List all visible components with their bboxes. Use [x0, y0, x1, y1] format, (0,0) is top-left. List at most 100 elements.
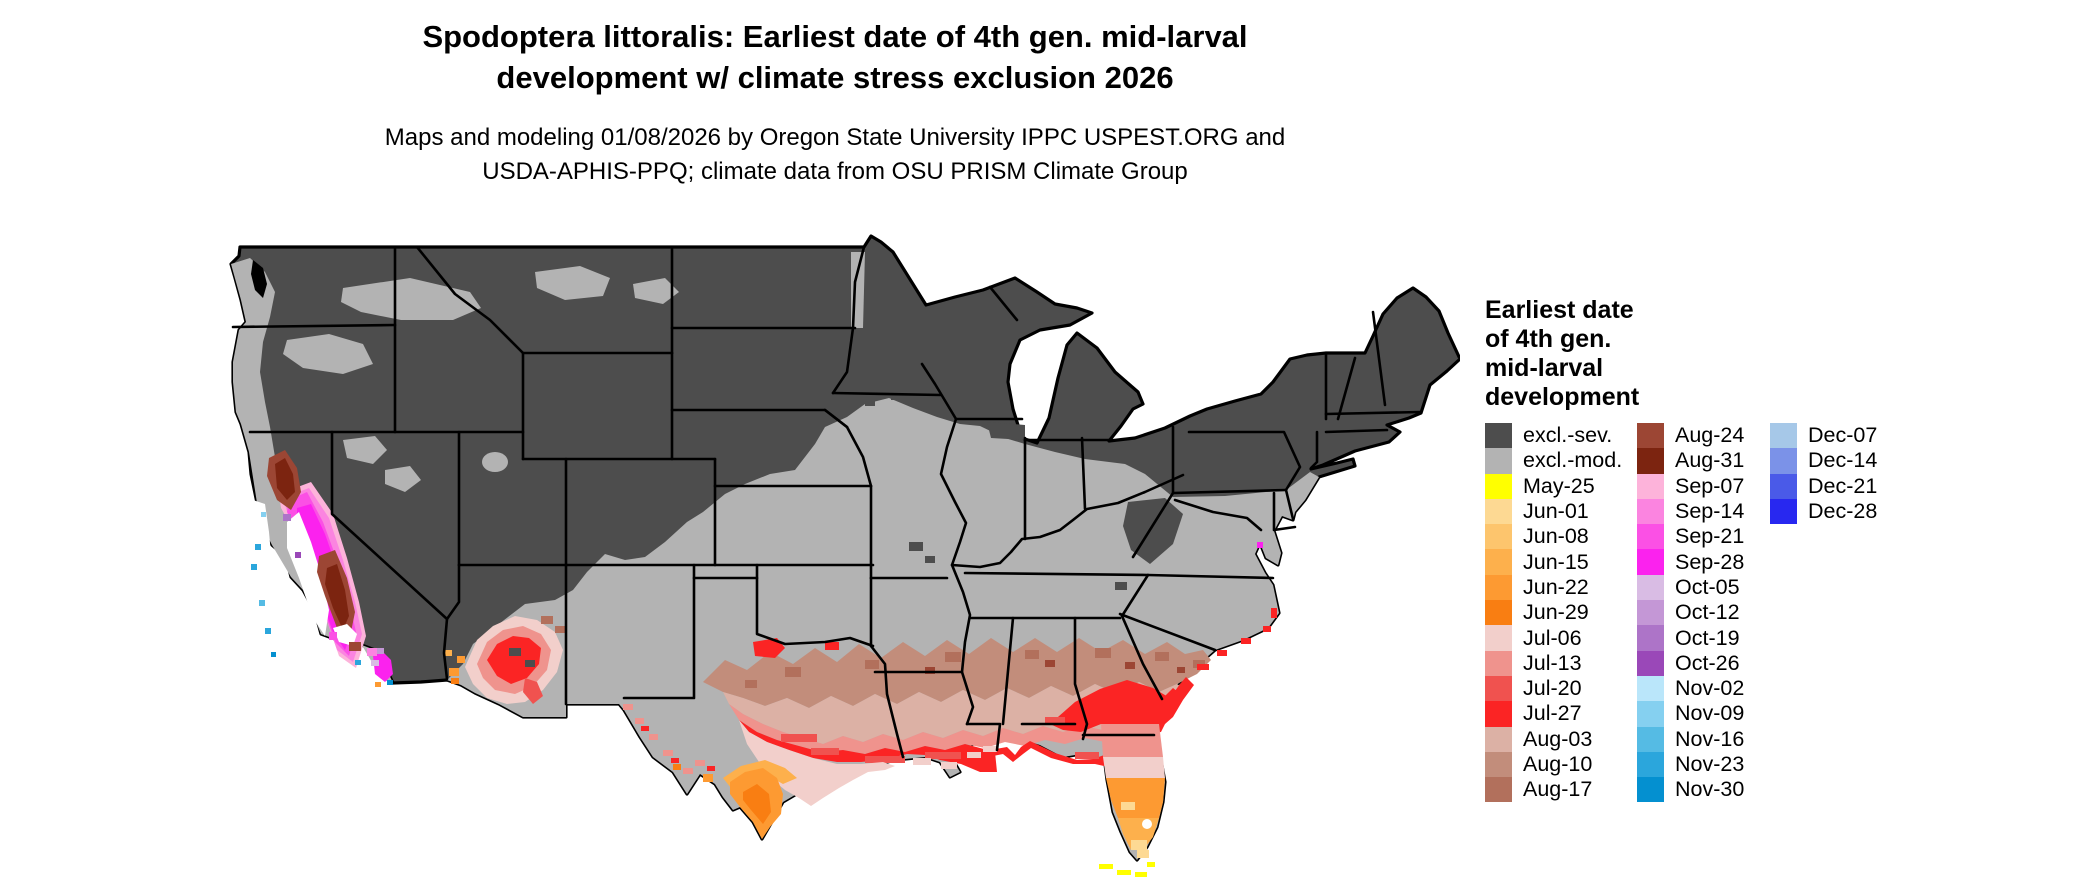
florida-jun22-band: [1106, 778, 1165, 818]
state-borders: [231, 245, 1423, 759]
florida-jul13-band: [1101, 724, 1163, 757]
legend-title-line4: development: [1485, 383, 1640, 411]
legend-item: excl.-sev.: [1485, 423, 1622, 449]
arizona-jul27-core: [487, 636, 541, 684]
border-mo-river: [823, 408, 873, 488]
border-in-oh: [1080, 436, 1087, 511]
legend-swatch: [1485, 751, 1512, 778]
legend-item: Jul-27: [1485, 701, 1622, 727]
legend-label: Oct-05: [1675, 574, 1740, 599]
legend-label: Jun-29: [1523, 600, 1589, 625]
moderate-columbia-basin: [341, 278, 481, 320]
red-dashes-carolina-coast: [1197, 608, 1277, 670]
band-jul13: [729, 704, 1154, 754]
legend-swatch: [1485, 777, 1512, 803]
map-region-arizona: [445, 616, 565, 704]
us-map-svg: [229, 234, 1460, 877]
border-va-ky: [1120, 573, 1150, 618]
legend-swatch: [1770, 423, 1797, 449]
legend-label: Dec-28: [1808, 499, 1878, 524]
dark-nc-mountains: [1115, 582, 1127, 590]
south-texas-jun29: [743, 784, 771, 824]
legend-label: Jun-15: [1523, 549, 1589, 574]
us-risk-map: [225, 212, 1460, 892]
legend-item: Aug-10: [1485, 751, 1622, 778]
central-valley-no-data: [287, 512, 329, 636]
yuma-orange-dots: [445, 650, 465, 684]
legend-item: Oct-26: [1637, 650, 1744, 676]
border-potomac: [1173, 498, 1263, 532]
legend-swatch: [1485, 549, 1512, 575]
band-jul20-fringe: [781, 717, 1099, 763]
legend-swatch: [1485, 524, 1512, 550]
legend-item: Dec-28: [1770, 498, 1878, 525]
legend-swatch: [1485, 423, 1512, 449]
legend-item: Nov-09: [1637, 701, 1744, 727]
legend-title-line2: of 4th gen.: [1485, 325, 1612, 353]
legend-swatch: [1485, 675, 1512, 702]
legend-label: Jun-01: [1523, 499, 1589, 524]
legend-item: Sep-14: [1637, 498, 1744, 525]
legend-label: Nov-16: [1675, 726, 1745, 751]
border-tx-nm: [622, 563, 696, 700]
border-al-ms: [1001, 616, 1015, 726]
border-wv-va: [1131, 491, 1175, 559]
legend-item: Dec-14: [1770, 448, 1878, 474]
legend-column-1: excl.-sev. excl.-mod. May-25 Jun-01 Jun-08 Ju…: [1485, 423, 1623, 803]
legend-swatch: [1637, 574, 1664, 601]
band-jul27-gulf: [739, 720, 997, 772]
border-wa-or: [231, 323, 397, 329]
san-diego-magenta: [373, 652, 393, 682]
legend-item: Sep-21: [1637, 524, 1744, 550]
border-tx-ok: [755, 576, 875, 648]
legend-label: Aug-10: [1523, 752, 1593, 776]
moderate-nw-nevada-patch-2: [385, 466, 421, 492]
border-al-ga: [1073, 616, 1089, 741]
legend-label: Aug-03: [1523, 726, 1593, 751]
legend-label: Dec-14: [1808, 448, 1878, 473]
band-jul06-texas-coast: [739, 720, 895, 806]
legend-swatch: [1637, 473, 1664, 499]
moderate-south-central-region: [447, 398, 1319, 860]
delmarva-magenta-speck: [1257, 542, 1263, 548]
border-mississippi-river: [920, 362, 975, 726]
legend-label: Jul-06: [1523, 625, 1582, 650]
legend-label: Nov-30: [1675, 777, 1745, 802]
border-az-nv-south: [445, 563, 461, 621]
legend-swatch: [1485, 625, 1512, 651]
legend-item: Jun-01: [1485, 498, 1622, 525]
moderate-montana-patch-2: [633, 278, 679, 304]
legend-item: Sep-07: [1637, 473, 1744, 499]
border-tx-la: [869, 644, 905, 759]
legend-swatch: [1770, 473, 1797, 499]
map-title-line2: development w/ climate stress exclusion …: [496, 60, 1174, 95]
sierra-foothill-aug31-core: [325, 564, 349, 630]
legend-label: excl.-mod.: [1523, 448, 1623, 473]
border-mn-sd: [831, 326, 855, 395]
border-mn-ia: [831, 391, 943, 397]
border-nh-me: [1371, 310, 1387, 407]
border-id-mt: [415, 245, 525, 355]
legend-item: Dec-07: [1770, 423, 1877, 449]
legend-label: excl.-sev.: [1523, 423, 1613, 448]
legend-item: Oct-19: [1637, 625, 1744, 651]
border-md-de: [1272, 491, 1297, 532]
socal-brown-patch: [349, 642, 361, 651]
legend-item: Jul-06: [1485, 625, 1622, 651]
legend-item: Jul-13: [1485, 650, 1622, 676]
border-ok-panhandle: [692, 563, 759, 580]
legend-swatch: [1770, 448, 1797, 474]
border-ma-north: [1324, 410, 1423, 416]
border-ohio-river: [950, 473, 1185, 569]
legend-item: Aug-31: [1637, 448, 1744, 474]
legend-item: Nov-30: [1637, 777, 1745, 803]
legend-item: Nov-02: [1637, 675, 1744, 702]
legend-swatch: [1485, 650, 1512, 676]
border-ma-south: [1324, 428, 1389, 434]
map-subtitle: Maps and modeling 01/08/2026 by Oregon S…: [0, 121, 1670, 189]
map-subtitle-line2: USDA-APHIS-PPQ; climate data from OSU PR…: [482, 158, 1188, 185]
legend-swatch: [1485, 473, 1512, 499]
legend-item: Jun-15: [1485, 549, 1622, 575]
dark-ozark-patch-2: [925, 556, 935, 563]
